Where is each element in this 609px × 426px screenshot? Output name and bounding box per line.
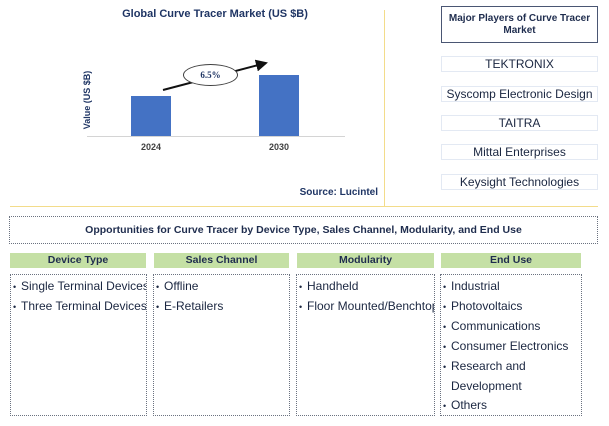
segment-header-end-use: End Use [441,253,581,268]
bullet-icon: • [443,401,447,411]
bar-2030 [259,75,299,136]
list-item: • Others [443,396,581,415]
list-item-continuation: Development [443,377,581,396]
bullet-icon: • [443,322,447,332]
list-item: • Offline [156,277,289,297]
player-tektronix: TEKTRONIX [441,56,598,72]
horizontal-divider [10,206,598,207]
list-item: • Photovoltaics [443,297,581,317]
cagr-arrow-icon [162,59,268,91]
bullet-icon: • [13,302,17,312]
item-label: Development [451,379,522,393]
bullet-icon: • [299,282,303,292]
players-title: Major Players of Curve Tracer Market [441,6,598,43]
item-label: E-Retailers [164,299,224,313]
source-label: Source: Lucintel [299,187,378,198]
item-label: Single Terminal Devices [21,279,147,293]
player-taitra: TAITRA [441,115,598,131]
item-label: Research and [451,359,526,373]
x-tick-2024: 2024 [140,142,162,152]
item-label: Others [451,398,488,412]
list-item: • Communications [443,317,581,337]
segment-list-end-use: • Industrial • Photovoltaics • Communicatio… [440,274,582,416]
bullet-icon: • [443,282,447,292]
segment-list-sales-channel: • Offline • E-Retailers [153,274,290,416]
item-label: Industrial [451,279,500,293]
list-item: • Handheld [299,277,434,297]
item-label: Offline [164,279,199,293]
list-item: • Industrial [443,277,581,297]
player-keysight: Keysight Technologies [441,174,598,190]
list-item: • Floor Mounted/Benchtop [299,297,434,317]
item-label: Floor Mounted/Benchtop [307,299,435,313]
list-item: • Single Terminal Devices [13,277,146,297]
segment-header-device-type: Device Type [10,253,146,268]
segment-list-device-type: • Single Terminal Devices • Three Terminal… [10,274,147,416]
list-item: • Three Terminal Devices [13,297,146,317]
list-item: • E-Retailers [156,297,289,317]
item-label: Consumer Electronics [451,339,569,353]
bullet-icon: • [443,362,447,372]
x-tick-2030: 2030 [268,142,290,152]
item-label: Communications [451,319,541,333]
bullet-icon: • [13,282,17,292]
bullet-icon: • [443,342,447,352]
bullet-icon: • [156,282,160,292]
item-label: Handheld [307,279,359,293]
bar-2024 [131,96,171,136]
bullet-icon: • [443,302,447,312]
item-label: Photovoltaics [451,299,523,313]
x-axis-line [87,136,345,137]
opportunities-title: Opportunities for Curve Tracer by Device… [9,216,598,244]
bullet-icon: • [156,302,160,312]
list-item: • Consumer Electronics [443,337,581,357]
list-item: • Research and [443,357,581,377]
segment-list-modularity: • Handheld • Floor Mounted/Benchtop [296,274,435,416]
segment-header-sales-channel: Sales Channel [154,253,289,268]
player-mittal: Mittal Enterprises [441,144,598,160]
vertical-divider [384,10,385,206]
segment-header-modularity: Modularity [297,253,434,268]
item-label: Three Terminal Devices [21,299,147,313]
player-syscomp: Syscomp Electronic Design [441,86,598,102]
chart-title: Global Curve Tracer Market (US $B) [122,8,308,20]
cagr-badge: 6.5% [183,64,238,86]
bullet-icon: • [299,302,303,312]
